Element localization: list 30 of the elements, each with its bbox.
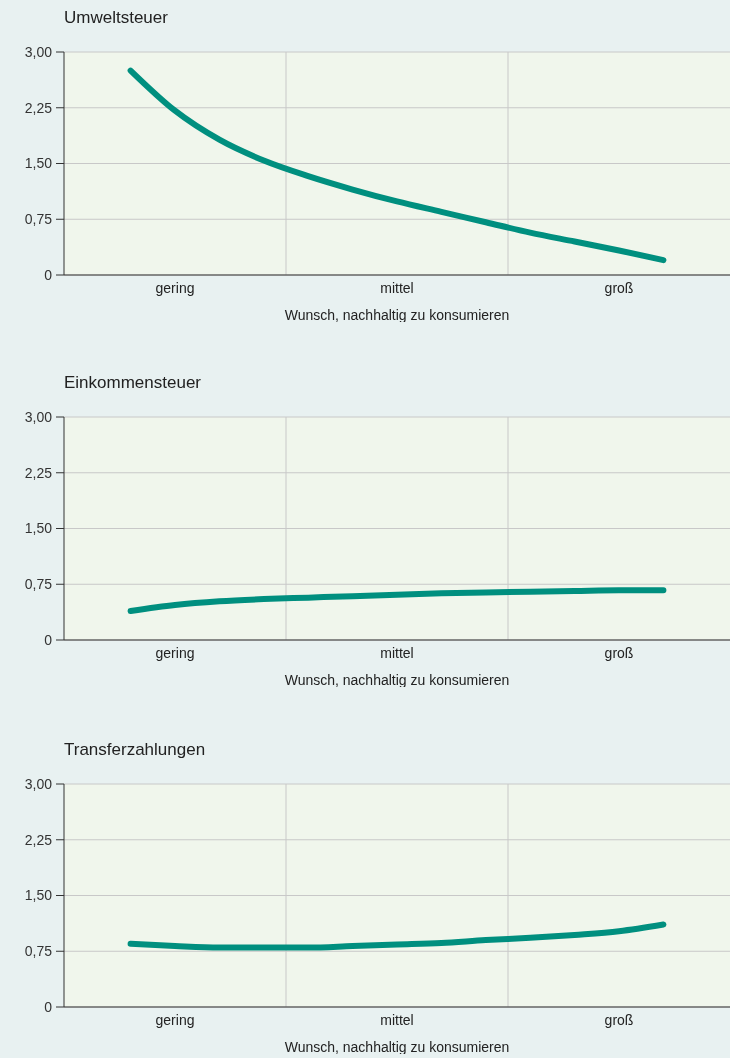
y-tick-label: 1,50 <box>24 520 53 537</box>
y-tick-label: 2,25 <box>24 464 53 481</box>
x-tick-label: groß <box>604 644 634 661</box>
y-tick-label: 0 <box>44 266 53 283</box>
y-tick-label: 2,25 <box>24 99 53 116</box>
y-tick-label: 0 <box>44 631 53 648</box>
x-tick-label: gering <box>155 279 195 296</box>
x-axis-title: Wunsch, nachhaltig zu konsumieren <box>284 307 510 323</box>
x-tick-label: gering <box>155 644 195 661</box>
chart-title: Umweltsteuer <box>63 7 169 29</box>
chart-title: Einkommensteuer <box>63 372 202 394</box>
y-tick-label: 2,25 <box>24 831 53 848</box>
y-tick-label: 1,50 <box>24 155 53 172</box>
x-axis-title: Wunsch, nachhaltig zu konsumieren <box>284 1039 510 1055</box>
y-tick-label: 0,75 <box>24 943 53 960</box>
chart-title: Transferzahlungen <box>63 739 207 761</box>
y-tick-label: 0 <box>44 998 53 1015</box>
y-tick-label: 3,00 <box>24 775 53 792</box>
y-tick-label: 3,00 <box>24 408 53 425</box>
x-tick-label: gering <box>155 1011 195 1028</box>
x-tick-label: mittel <box>380 644 414 661</box>
y-tick-label: 0,75 <box>24 211 53 228</box>
x-axis-title: Wunsch, nachhaltig zu konsumieren <box>284 672 510 688</box>
x-tick-label: groß <box>604 1011 634 1028</box>
x-tick-label: groß <box>604 279 634 296</box>
y-tick-label: 1,50 <box>24 887 53 904</box>
y-tick-label: 3,00 <box>24 43 53 60</box>
y-tick-label: 0,75 <box>24 576 53 593</box>
x-tick-label: mittel <box>380 279 414 296</box>
x-tick-label: mittel <box>380 1011 414 1028</box>
